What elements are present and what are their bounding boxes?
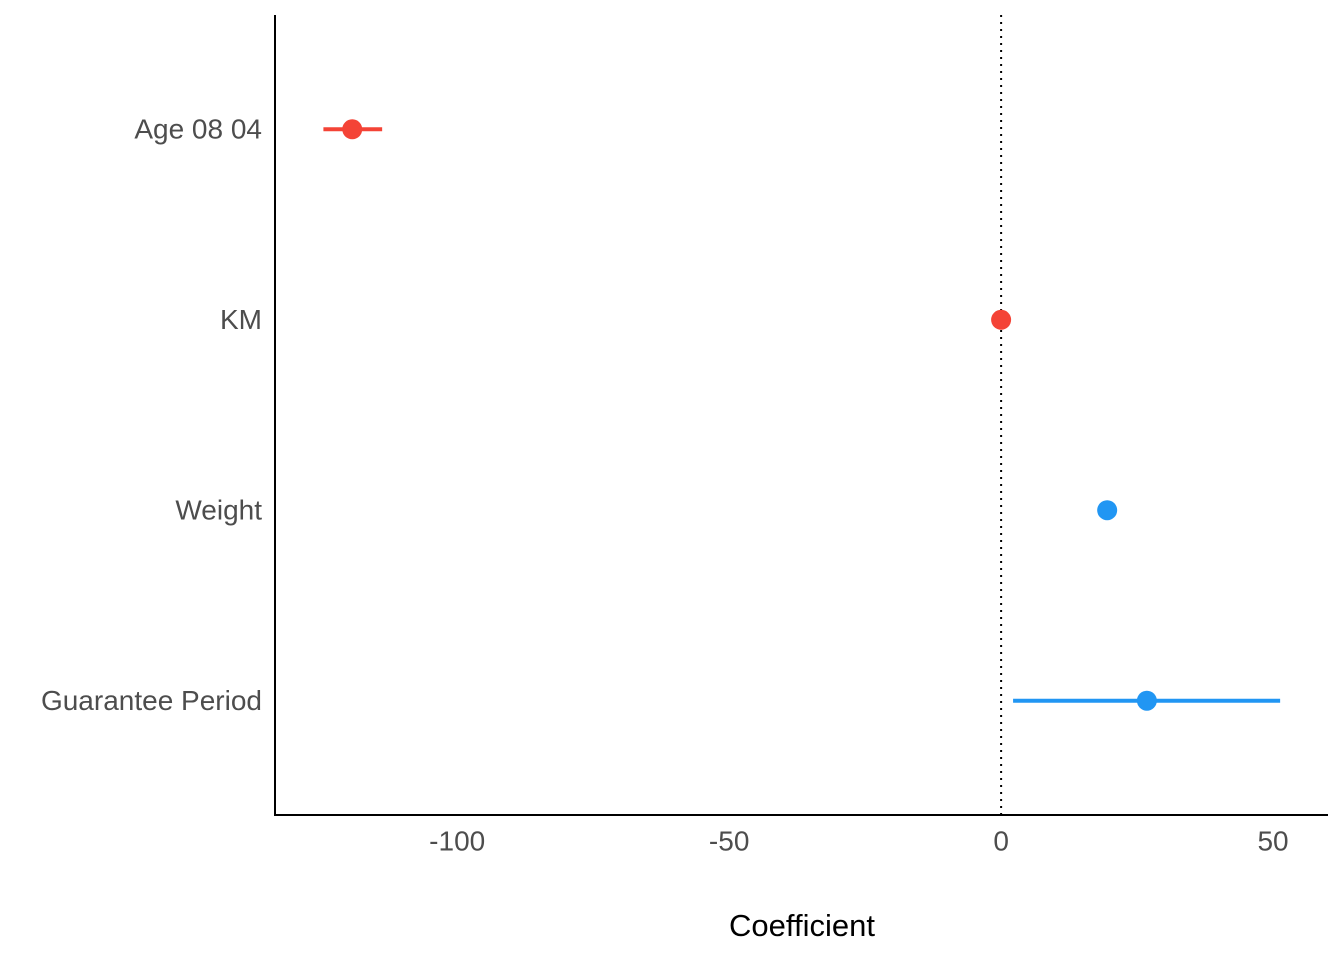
y-tick-label: Weight: [175, 495, 262, 526]
y-tick-label: Age 08 04: [134, 114, 262, 145]
y-tick-label: Guarantee Period: [41, 685, 262, 716]
point: [342, 119, 363, 140]
y-tick-label: KM: [220, 304, 262, 335]
point: [1097, 500, 1118, 521]
x-axis-title: Coefficient: [729, 908, 875, 943]
x-tick-label: -50: [709, 825, 749, 856]
point: [991, 309, 1012, 330]
x-tick-label: -100: [429, 825, 485, 856]
x-tick-label: 0: [993, 825, 1009, 856]
x-tick-label: 50: [1257, 825, 1288, 856]
point: [1136, 690, 1157, 711]
